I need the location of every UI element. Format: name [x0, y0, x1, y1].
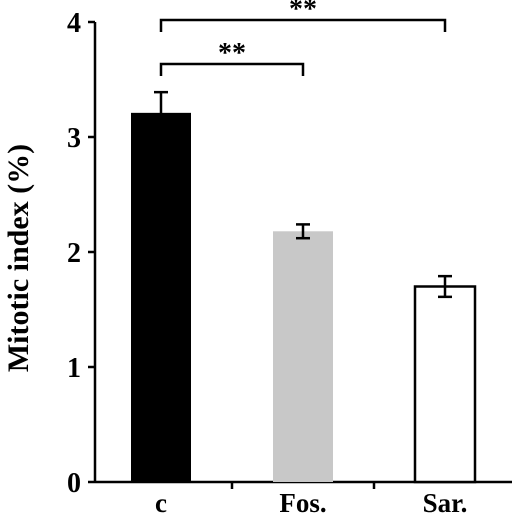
bar-3 [413, 285, 477, 484]
significance-label-1: ** [218, 38, 246, 69]
y-tick-label-0: 0 [67, 468, 81, 499]
bar-2 [273, 231, 333, 482]
y-axis-title: Mitotic index (%) [2, 144, 35, 372]
bar-1 [131, 112, 191, 482]
category-label-1: c [155, 488, 167, 517]
y-tick-label-2: 2 [67, 238, 81, 269]
error-bars [154, 90, 452, 299]
category-label-3: Sar. [423, 488, 468, 517]
y-tick-label-4: 4 [67, 8, 81, 39]
significance-bracket-1 [159, 62, 305, 76]
bars: c Fos. Sar. [131, 112, 477, 517]
category-label-2: Fos. [279, 488, 326, 517]
significance-label-2: ** [289, 0, 317, 25]
significance-brackets: ** ** [159, 0, 447, 76]
significance-bracket-2 [159, 18, 447, 32]
y-tick-label-3: 3 [67, 123, 81, 154]
y-tick-label-1: 1 [67, 353, 81, 384]
